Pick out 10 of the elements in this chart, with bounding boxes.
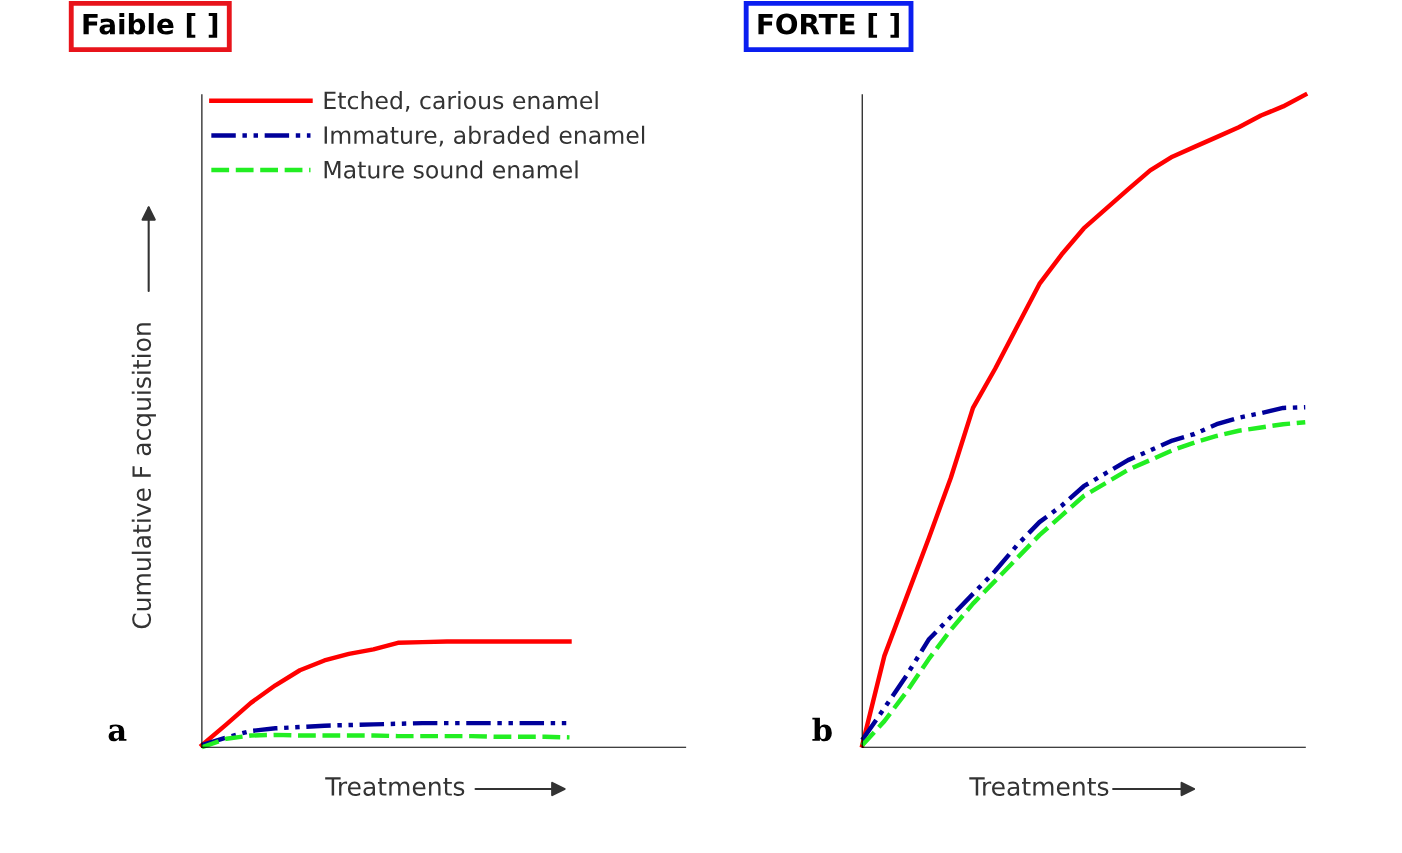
legend-label: Immature, abraded enamel bbox=[324, 125, 645, 147]
x-axis-title: Treatments bbox=[325, 777, 465, 796]
y-axis-title: Cumulative F acquisition bbox=[131, 323, 156, 629]
legend-label: Etched, carious enamel bbox=[324, 91, 598, 112]
chart-title: FORTE [ ] bbox=[758, 13, 899, 38]
legend-label: Mature sound enamel bbox=[324, 160, 578, 179]
text: a bbox=[108, 724, 127, 742]
x-axis-title: Treatments bbox=[969, 777, 1109, 796]
text: b bbox=[812, 717, 832, 742]
chart-title: Faible [ ] bbox=[83, 13, 218, 38]
